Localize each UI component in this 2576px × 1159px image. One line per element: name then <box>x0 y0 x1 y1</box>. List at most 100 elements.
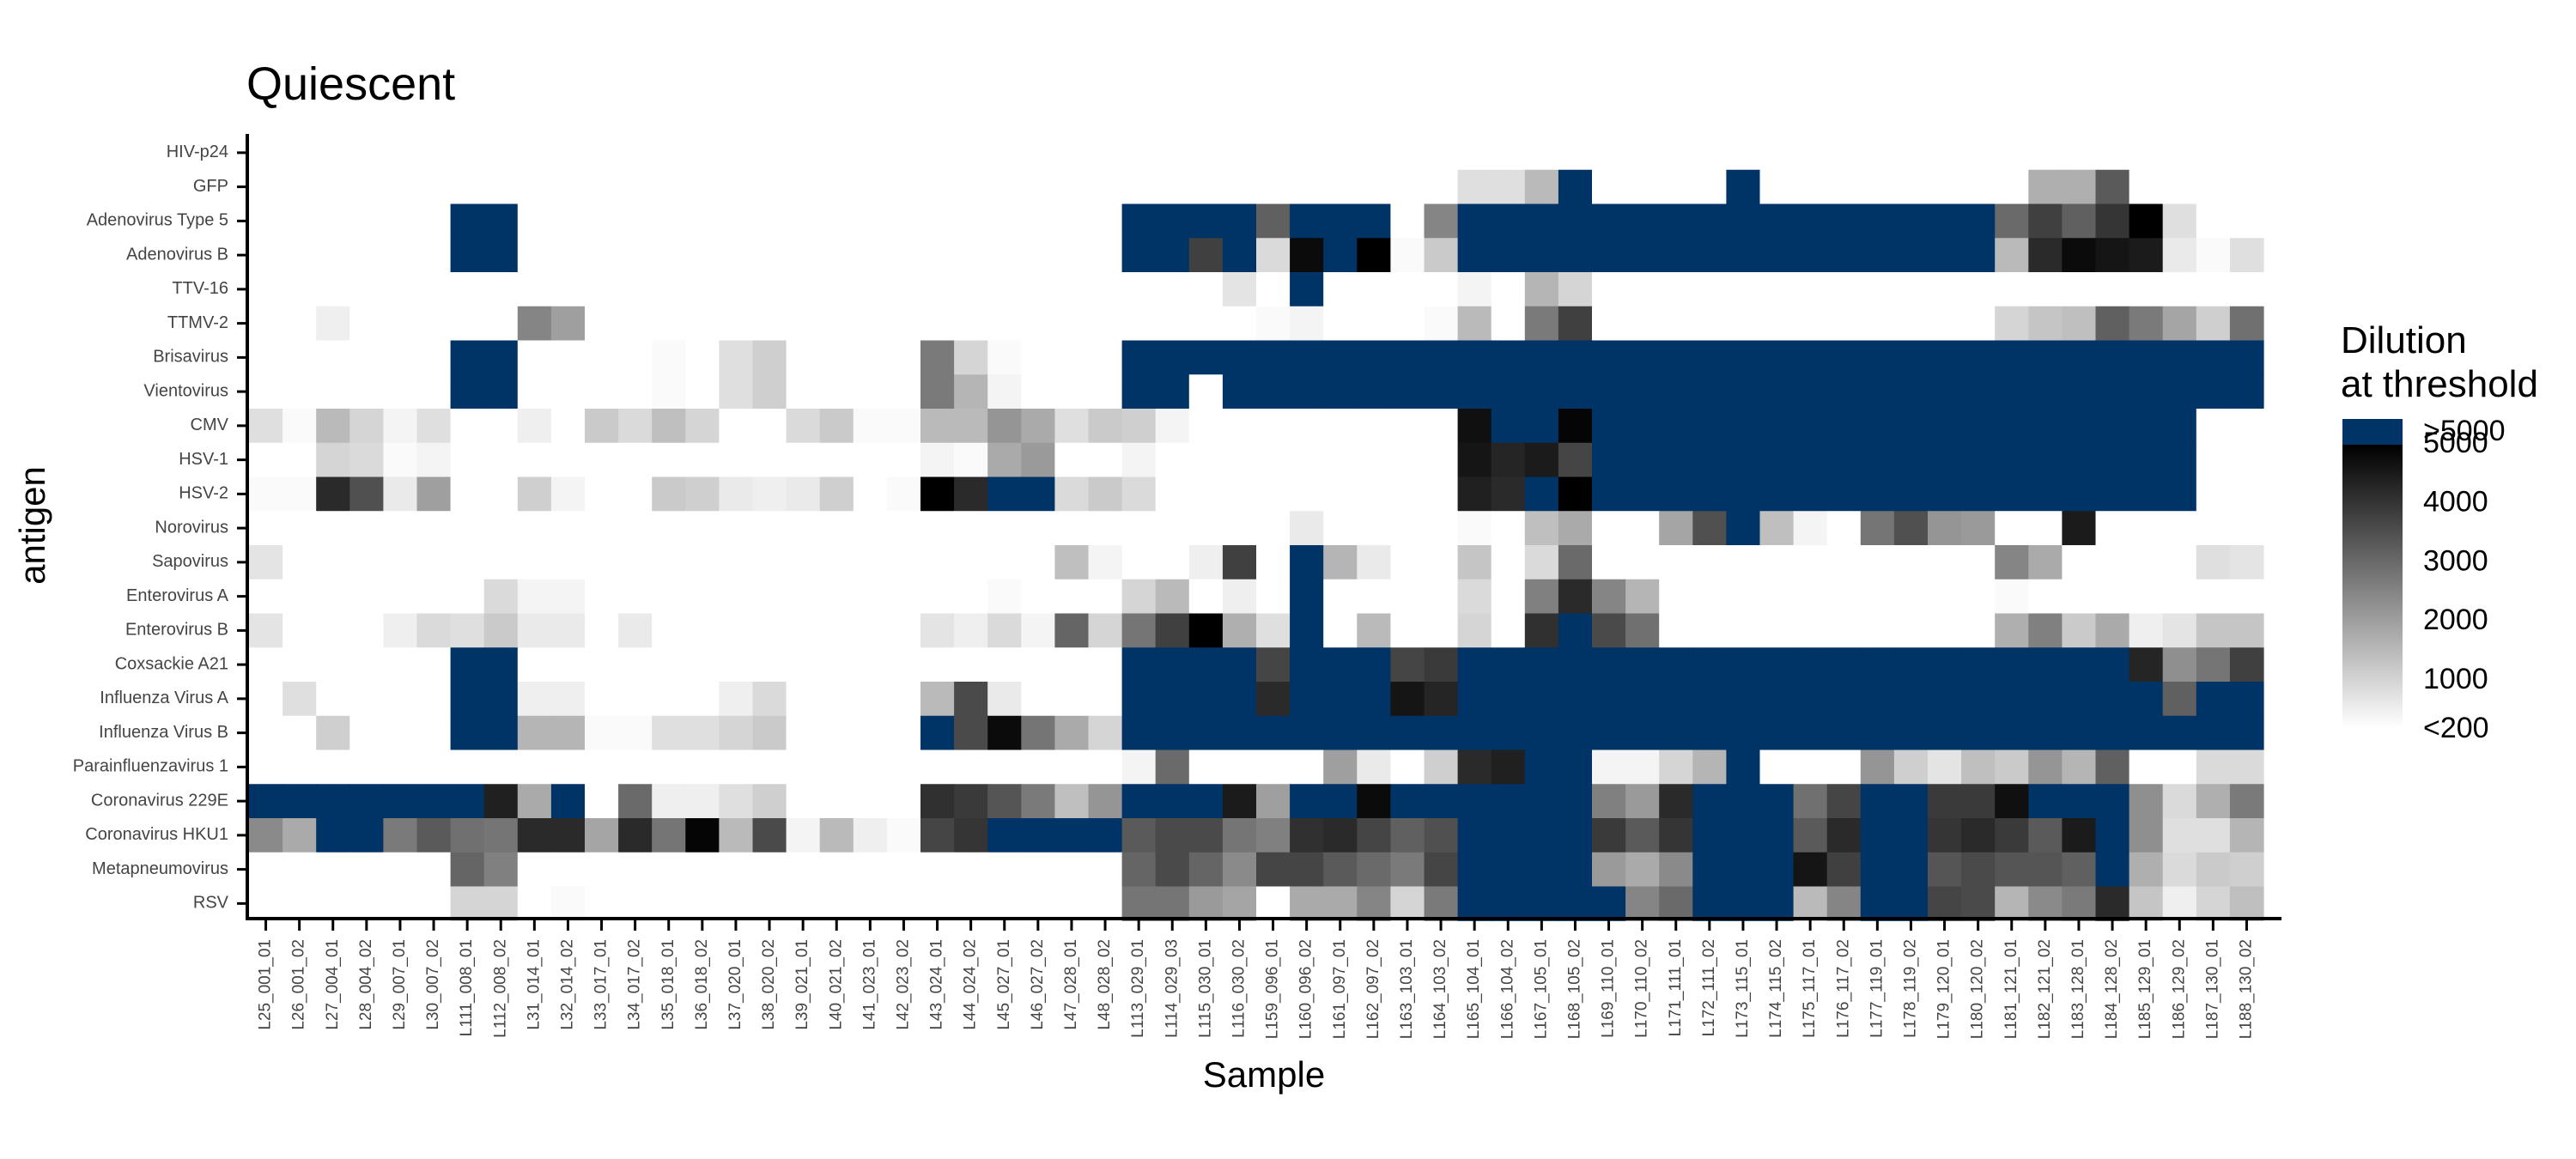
heatmap-cell <box>1625 886 1660 921</box>
heatmap-cell <box>2129 238 2164 273</box>
heatmap-cell <box>1759 852 1795 888</box>
heatmap-cell <box>1155 886 1190 921</box>
heatmap-cell <box>2028 715 2063 751</box>
heatmap-cell <box>249 715 283 751</box>
heatmap-cell <box>1491 818 1526 853</box>
heatmap-cell <box>954 340 988 375</box>
heatmap-cell <box>349 682 384 717</box>
heatmap-cell <box>1424 169 1459 205</box>
heatmap-cell <box>349 442 384 478</box>
heatmap-cell <box>1524 545 1559 580</box>
heatmap-cell <box>1188 442 1224 478</box>
heatmap-cell <box>2028 545 2063 580</box>
heatmap-cell <box>954 749 988 785</box>
heatmap-cell <box>1188 306 1224 342</box>
heatmap-cell <box>283 682 317 717</box>
heatmap-cell <box>1121 511 1157 546</box>
heatmap-cell <box>450 682 485 717</box>
heatmap-cell <box>585 749 619 785</box>
heatmap-cell <box>1424 682 1459 717</box>
heatmap-cell <box>2095 169 2130 205</box>
heatmap-cell <box>1625 442 1660 478</box>
heatmap-cell <box>886 613 921 648</box>
heatmap-cell <box>819 203 854 239</box>
heatmap-cell <box>1659 818 1693 853</box>
heatmap-cell <box>1995 749 2029 785</box>
heatmap-cell <box>517 409 552 444</box>
heatmap-cell <box>1625 613 1660 648</box>
heatmap-cell <box>1424 203 1459 239</box>
heatmap-cell <box>585 647 619 683</box>
heatmap-cell <box>1424 886 1459 921</box>
heatmap-cell <box>1692 545 1727 580</box>
heatmap-cell <box>585 306 619 342</box>
heatmap-cell <box>2196 715 2231 751</box>
heatmap-cell <box>1390 545 1425 580</box>
heatmap-cell <box>1457 306 1492 342</box>
heatmap-cell <box>1323 682 1358 717</box>
heatmap-cell <box>1457 545 1492 580</box>
heatmap-cell <box>1860 136 1895 171</box>
heatmap-cell <box>1457 409 1492 444</box>
heatmap-cell <box>1155 647 1190 683</box>
heatmap-cell <box>1155 545 1190 580</box>
heatmap-cell <box>719 647 754 683</box>
heatmap-cell <box>1893 784 1929 819</box>
heatmap-cell <box>1457 784 1492 819</box>
heatmap-cell <box>349 818 384 853</box>
heatmap-cell <box>1928 886 1962 921</box>
heatmap-cell <box>618 169 653 205</box>
heatmap-cell <box>786 511 821 546</box>
heatmap-cell <box>1961 749 1996 785</box>
heatmap-cell <box>886 136 921 171</box>
heatmap-cell <box>1222 545 1257 580</box>
heatmap-cell <box>1592 272 1626 307</box>
heatmap-cell <box>1290 545 1324 580</box>
heatmap-cell <box>1390 886 1425 921</box>
y-tick-label: HSV-2 <box>179 484 228 503</box>
heatmap-cell <box>1860 818 1895 853</box>
heatmap-cell <box>1088 136 1123 171</box>
heatmap-cell <box>450 203 485 239</box>
heatmap-cell <box>987 169 1022 205</box>
heatmap-cell <box>954 579 988 615</box>
heatmap-cell <box>819 852 854 888</box>
heatmap-cell <box>316 545 350 580</box>
heatmap-cell <box>1290 682 1324 717</box>
heatmap-cell <box>1893 136 1929 171</box>
x-tick-label: L36_018_02 <box>693 939 711 1030</box>
heatmap-cell <box>920 476 955 512</box>
heatmap-cell <box>1188 682 1224 717</box>
heatmap-cell <box>1625 203 1660 239</box>
heatmap-cell <box>1659 682 1693 717</box>
heatmap-cell <box>585 203 619 239</box>
heatmap-cell <box>987 647 1022 683</box>
heatmap-cell <box>1625 545 1660 580</box>
heatmap-cell <box>585 852 619 888</box>
heatmap-cell <box>416 647 452 683</box>
heatmap-cell <box>2129 476 2164 512</box>
heatmap-cell <box>886 374 921 410</box>
heatmap-cell <box>1088 715 1123 751</box>
heatmap-cell <box>2196 682 2231 717</box>
heatmap-cell <box>517 749 552 785</box>
x-tick-label: L171_111_01 <box>1667 939 1685 1036</box>
x-tick-label: L173_115_01 <box>1734 939 1752 1038</box>
heatmap-cell <box>618 374 653 410</box>
heatmap-cell <box>416 682 452 717</box>
heatmap-cell <box>1726 545 1761 580</box>
heatmap-cell <box>1928 749 1962 785</box>
heatmap-cell <box>2162 136 2197 171</box>
heatmap-cell <box>719 715 754 751</box>
heatmap-cell <box>752 442 787 478</box>
heatmap-cell <box>1692 852 1727 888</box>
x-tick-label: L114_029_03 <box>1163 939 1181 1038</box>
heatmap-cell <box>1524 715 1559 751</box>
heatmap-cell <box>752 511 787 546</box>
heatmap-cell <box>249 784 283 819</box>
heatmap-cell <box>349 545 384 580</box>
heatmap-cell <box>987 715 1022 751</box>
heatmap-cell <box>954 511 988 546</box>
heatmap-cell <box>1155 852 1190 888</box>
heatmap-cell <box>1491 545 1526 580</box>
